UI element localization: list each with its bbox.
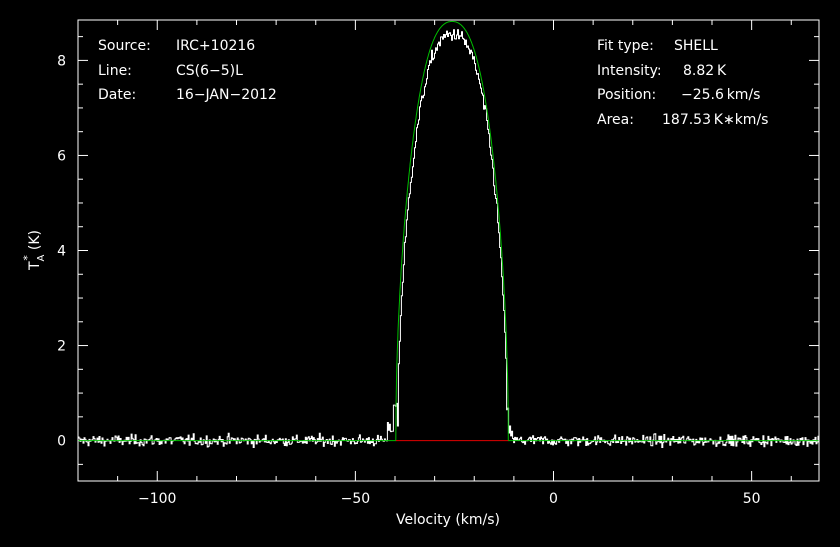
info-intensity-value: 8.82 K	[683, 63, 727, 79]
x-tick-label: 50	[743, 491, 761, 507]
info-fit-type-value: SHELL	[674, 38, 718, 54]
info-area-label: Area:	[597, 112, 634, 128]
info-intensity-label: Intensity:	[597, 63, 662, 79]
info-source-value: IRC+10216	[176, 38, 255, 54]
info-position-label: Position:	[597, 87, 656, 103]
y-tick-label: 4	[57, 244, 66, 260]
info-date-label: Date:	[98, 87, 136, 103]
y-tick-label: 2	[57, 339, 66, 355]
y-axis-title-sub: A	[36, 254, 47, 261]
observed-spectrum-line	[78, 29, 820, 448]
info-fit-type-label: Fit type:	[597, 38, 654, 54]
info-left: Source: IRC+10216 Line: CS(6−5)L Date: 1…	[98, 38, 277, 103]
info-source-label: Source:	[98, 38, 151, 54]
x-axis-title: Velocity (km/s)	[396, 512, 500, 528]
series-layer	[78, 20, 820, 448]
y-axis-title: TA* (K)	[21, 230, 47, 271]
shell-fit-line	[78, 20, 819, 442]
info-date-value: 16−JAN−2012	[176, 87, 277, 103]
x-tick-label: 0	[549, 491, 558, 507]
axis-ticks: −100 −50 0 50 0 2 4 6 8	[57, 20, 819, 507]
info-line-value: CS(6−5)L	[176, 63, 243, 79]
y-axis-title-unit: (K)	[27, 230, 43, 250]
info-right: Fit type: SHELL Intensity: 8.82 K Positi…	[597, 38, 768, 128]
svg-text:TA*(K): TA* (K)	[21, 230, 47, 271]
y-tick-label: 6	[57, 148, 66, 164]
info-area-value: 187.53 K∗km/s	[662, 112, 768, 128]
x-tick-label: −50	[341, 491, 371, 507]
y-axis-title-main: T	[27, 261, 43, 271]
y-tick-label: 8	[57, 53, 66, 69]
x-tick-label: −100	[138, 491, 176, 507]
info-position-value: −25.6 km/s	[681, 87, 760, 103]
plot-frame	[77, 19, 820, 482]
y-axis-title-sup: *	[21, 255, 34, 261]
y-tick-label: 0	[57, 434, 66, 450]
info-line-label: Line:	[98, 63, 132, 79]
